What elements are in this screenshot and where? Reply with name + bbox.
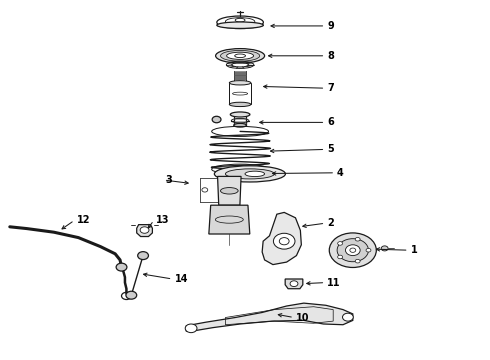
- Text: 1: 1: [411, 245, 417, 255]
- Polygon shape: [209, 205, 250, 234]
- Circle shape: [337, 239, 368, 262]
- Text: 7: 7: [327, 83, 334, 93]
- Circle shape: [355, 238, 360, 241]
- Circle shape: [273, 233, 295, 249]
- Ellipse shape: [226, 52, 254, 59]
- Text: 3: 3: [166, 175, 172, 185]
- Circle shape: [290, 281, 298, 287]
- Ellipse shape: [234, 123, 246, 127]
- Polygon shape: [285, 279, 303, 289]
- Polygon shape: [186, 303, 353, 331]
- Circle shape: [140, 227, 149, 233]
- Text: 2: 2: [327, 218, 334, 228]
- Circle shape: [343, 313, 353, 321]
- Circle shape: [366, 248, 371, 252]
- Ellipse shape: [217, 22, 264, 28]
- Circle shape: [116, 263, 127, 271]
- Circle shape: [212, 116, 221, 123]
- Circle shape: [329, 233, 376, 267]
- Polygon shape: [137, 225, 152, 237]
- Ellipse shape: [230, 112, 250, 117]
- Text: 13: 13: [156, 215, 170, 225]
- Circle shape: [381, 246, 388, 251]
- Circle shape: [185, 324, 197, 333]
- Circle shape: [345, 245, 360, 256]
- Ellipse shape: [225, 169, 274, 179]
- Polygon shape: [218, 176, 241, 205]
- Ellipse shape: [216, 49, 265, 63]
- Text: 11: 11: [327, 278, 341, 288]
- Ellipse shape: [229, 102, 251, 107]
- Text: 14: 14: [174, 274, 188, 284]
- Circle shape: [355, 259, 360, 263]
- Circle shape: [338, 255, 343, 259]
- Text: 6: 6: [327, 117, 334, 127]
- Circle shape: [126, 291, 137, 299]
- Circle shape: [338, 242, 343, 245]
- Text: 9: 9: [327, 21, 334, 31]
- Text: 4: 4: [337, 168, 344, 178]
- Polygon shape: [262, 212, 301, 265]
- Text: 12: 12: [76, 215, 90, 225]
- Ellipse shape: [220, 50, 260, 61]
- Ellipse shape: [245, 171, 265, 176]
- Text: 8: 8: [327, 51, 334, 61]
- Text: 5: 5: [327, 144, 334, 154]
- Ellipse shape: [215, 166, 285, 182]
- Circle shape: [138, 252, 148, 260]
- Ellipse shape: [220, 188, 238, 194]
- Text: 10: 10: [296, 312, 310, 323]
- Ellipse shape: [229, 81, 251, 85]
